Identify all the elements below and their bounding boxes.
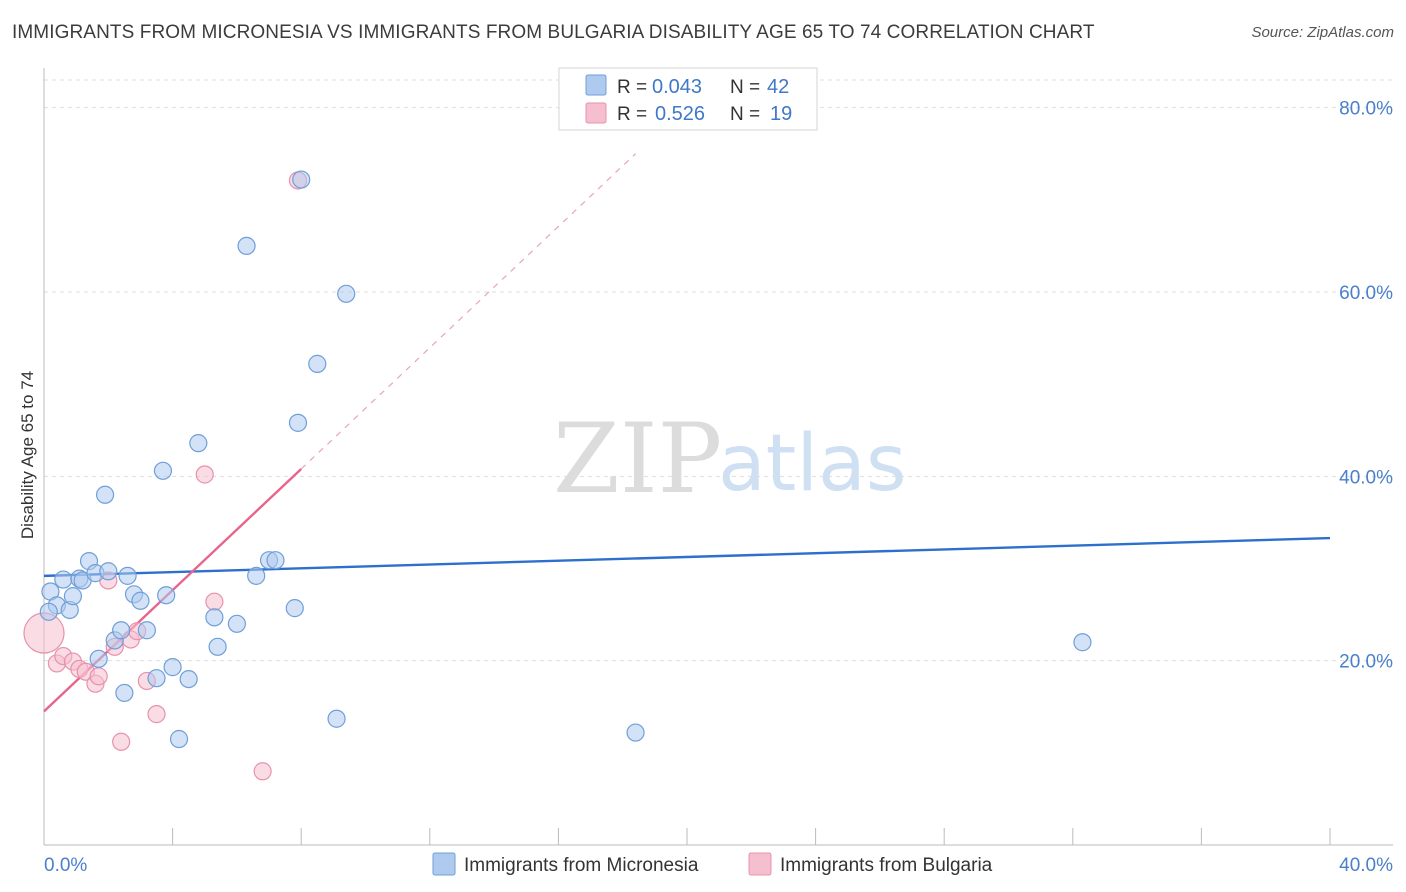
y-tick-label: 80.0% <box>1339 99 1393 120</box>
point-micronesia <box>247 566 266 585</box>
legend-label-micronesia: Immigrants from Micronesia <box>464 855 699 876</box>
chart-title: IMMIGRANTS FROM MICRONESIA VS IMMIGRANTS… <box>12 22 1095 43</box>
x-tick-label: 0.0% <box>44 855 87 876</box>
point-bulgaria <box>147 705 166 724</box>
point-micronesia <box>227 614 246 633</box>
stats-n-value-bulgaria: 19 <box>770 103 792 125</box>
point-micronesia <box>95 485 115 504</box>
stats-legend: R = 0.043 N = 42 R = 0.526 N = 19 <box>558 67 818 131</box>
y-tick-label: 20.0% <box>1339 652 1393 673</box>
legend-swatch-bulgaria <box>748 852 772 876</box>
y-tick-label: 60.0% <box>1339 283 1393 304</box>
point-micronesia <box>157 586 176 605</box>
point-micronesia <box>54 570 73 589</box>
point-micronesia <box>112 621 131 640</box>
point-micronesia <box>237 236 256 256</box>
y-tick-label: 40.0% <box>1339 467 1393 488</box>
point-micronesia <box>308 354 327 373</box>
point-micronesia <box>163 658 182 677</box>
point-micronesia <box>137 621 156 640</box>
stats-n-label-bulgaria: N = <box>730 104 760 125</box>
legend-label-bulgaria: Immigrants from Bulgaria <box>780 855 993 876</box>
point-bulgaria <box>205 592 224 611</box>
watermark-zip: ZIP <box>553 403 722 515</box>
bottom-legend: Immigrants from Micronesia Immigrants fr… <box>432 852 993 876</box>
point-micronesia <box>626 723 645 742</box>
trend-extension-bulgaria <box>300 153 636 470</box>
stats-n-label-micronesia: N = <box>730 77 760 98</box>
point-micronesia <box>288 413 308 432</box>
stats-r-label-micronesia: R = <box>617 77 647 98</box>
point-micronesia <box>89 649 108 668</box>
stats-r-value-bulgaria: 0.526 <box>655 103 705 125</box>
trend-line-micronesia <box>43 536 1331 578</box>
point-micronesia <box>292 170 311 189</box>
chart-source: Source: ZipAtlas.com <box>1251 24 1394 41</box>
axes: 20.0% 40.0% 60.0% 80.0% 0.0% 40.0% <box>43 68 1393 876</box>
point-micronesia <box>115 683 134 703</box>
point-micronesia <box>1073 633 1092 652</box>
point-micronesia <box>337 284 356 303</box>
y-axis-title: Disability Age 65 to 74 <box>18 371 37 539</box>
stats-legend-swatch-micronesia <box>585 74 607 96</box>
data-points <box>23 170 1092 781</box>
point-micronesia <box>131 591 150 610</box>
legend-swatch-micronesia <box>432 852 456 876</box>
point-micronesia <box>39 602 58 621</box>
stats-r-value-micronesia: 0.043 <box>652 76 702 98</box>
stats-n-value-micronesia: 42 <box>767 76 789 98</box>
point-micronesia <box>147 669 166 688</box>
point-bulgaria <box>89 667 108 686</box>
stats-legend-swatch-bulgaria <box>585 102 607 124</box>
point-bulgaria <box>253 762 272 781</box>
x-tick-label: 40.0% <box>1339 855 1393 876</box>
point-bulgaria <box>112 732 131 751</box>
point-micronesia <box>266 551 285 570</box>
point-micronesia <box>327 709 346 728</box>
point-micronesia <box>208 637 227 656</box>
point-bulgaria <box>195 465 214 484</box>
watermark-atlas: atlas <box>718 419 907 509</box>
point-micronesia <box>285 599 304 618</box>
point-micronesia <box>63 587 83 606</box>
point-micronesia <box>179 669 198 689</box>
point-micronesia <box>169 729 189 749</box>
point-micronesia <box>189 434 208 453</box>
point-micronesia <box>205 608 224 627</box>
gridlines <box>44 79 1393 662</box>
point-micronesia <box>153 461 173 480</box>
stats-r-label-bulgaria: R = <box>617 104 647 125</box>
point-micronesia <box>99 562 118 581</box>
point-micronesia <box>118 566 137 585</box>
